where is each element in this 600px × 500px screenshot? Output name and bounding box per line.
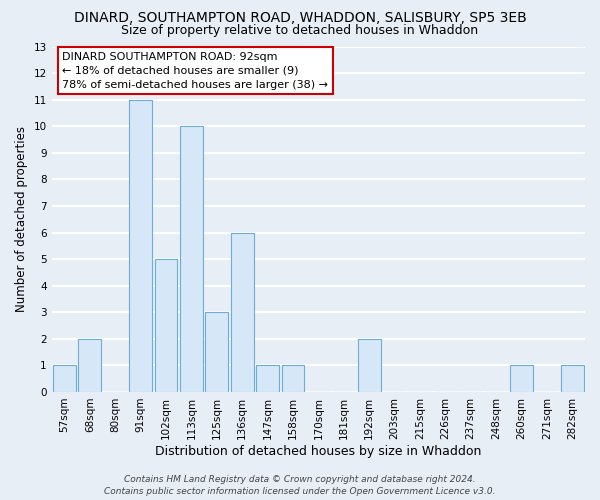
Bar [79, 339, 101, 392]
Bar [510, 366, 533, 392]
X-axis label: Distribution of detached houses by size in Whaddon: Distribution of detached houses by size … [155, 444, 482, 458]
Bar [358, 339, 380, 392]
Text: DINARD, SOUTHAMPTON ROAD, WHADDON, SALISBURY, SP5 3EB: DINARD, SOUTHAMPTON ROAD, WHADDON, SALIS… [74, 11, 526, 25]
Text: Contains HM Land Registry data © Crown copyright and database right 2024.
Contai: Contains HM Land Registry data © Crown c… [104, 474, 496, 496]
Text: DINARD SOUTHAMPTON ROAD: 92sqm
← 18% of detached houses are smaller (9)
78% of s: DINARD SOUTHAMPTON ROAD: 92sqm ← 18% of … [62, 52, 328, 90]
Bar [256, 366, 279, 392]
Bar [205, 312, 228, 392]
Bar [53, 366, 76, 392]
Bar [281, 366, 304, 392]
Bar [129, 100, 152, 392]
Bar [561, 366, 584, 392]
Y-axis label: Number of detached properties: Number of detached properties [15, 126, 28, 312]
Bar [155, 259, 178, 392]
Bar [180, 126, 203, 392]
Text: Size of property relative to detached houses in Whaddon: Size of property relative to detached ho… [121, 24, 479, 37]
Bar [231, 232, 254, 392]
